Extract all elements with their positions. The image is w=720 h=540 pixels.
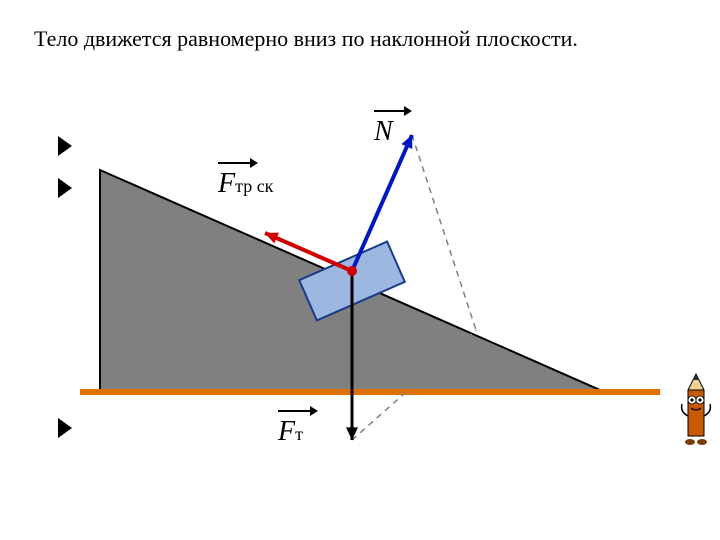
diagram-svg [60, 70, 660, 500]
label-N-text: N [374, 116, 393, 147]
label-Fg-letter: F [278, 416, 295, 447]
label-normal-force: N [374, 116, 393, 148]
label-gravity-force: Fт [278, 416, 303, 448]
pencil-icon [678, 372, 714, 452]
label-friction-force: Fтр ск [218, 168, 273, 200]
label-Ftr-letter: F [218, 168, 235, 199]
page-title: Тело движется равномерно вниз по наклонн… [34, 26, 578, 52]
label-Fg-sub: т [295, 424, 303, 444]
diagram [60, 70, 660, 500]
label-Ftr-sub: тр ск [235, 176, 273, 196]
